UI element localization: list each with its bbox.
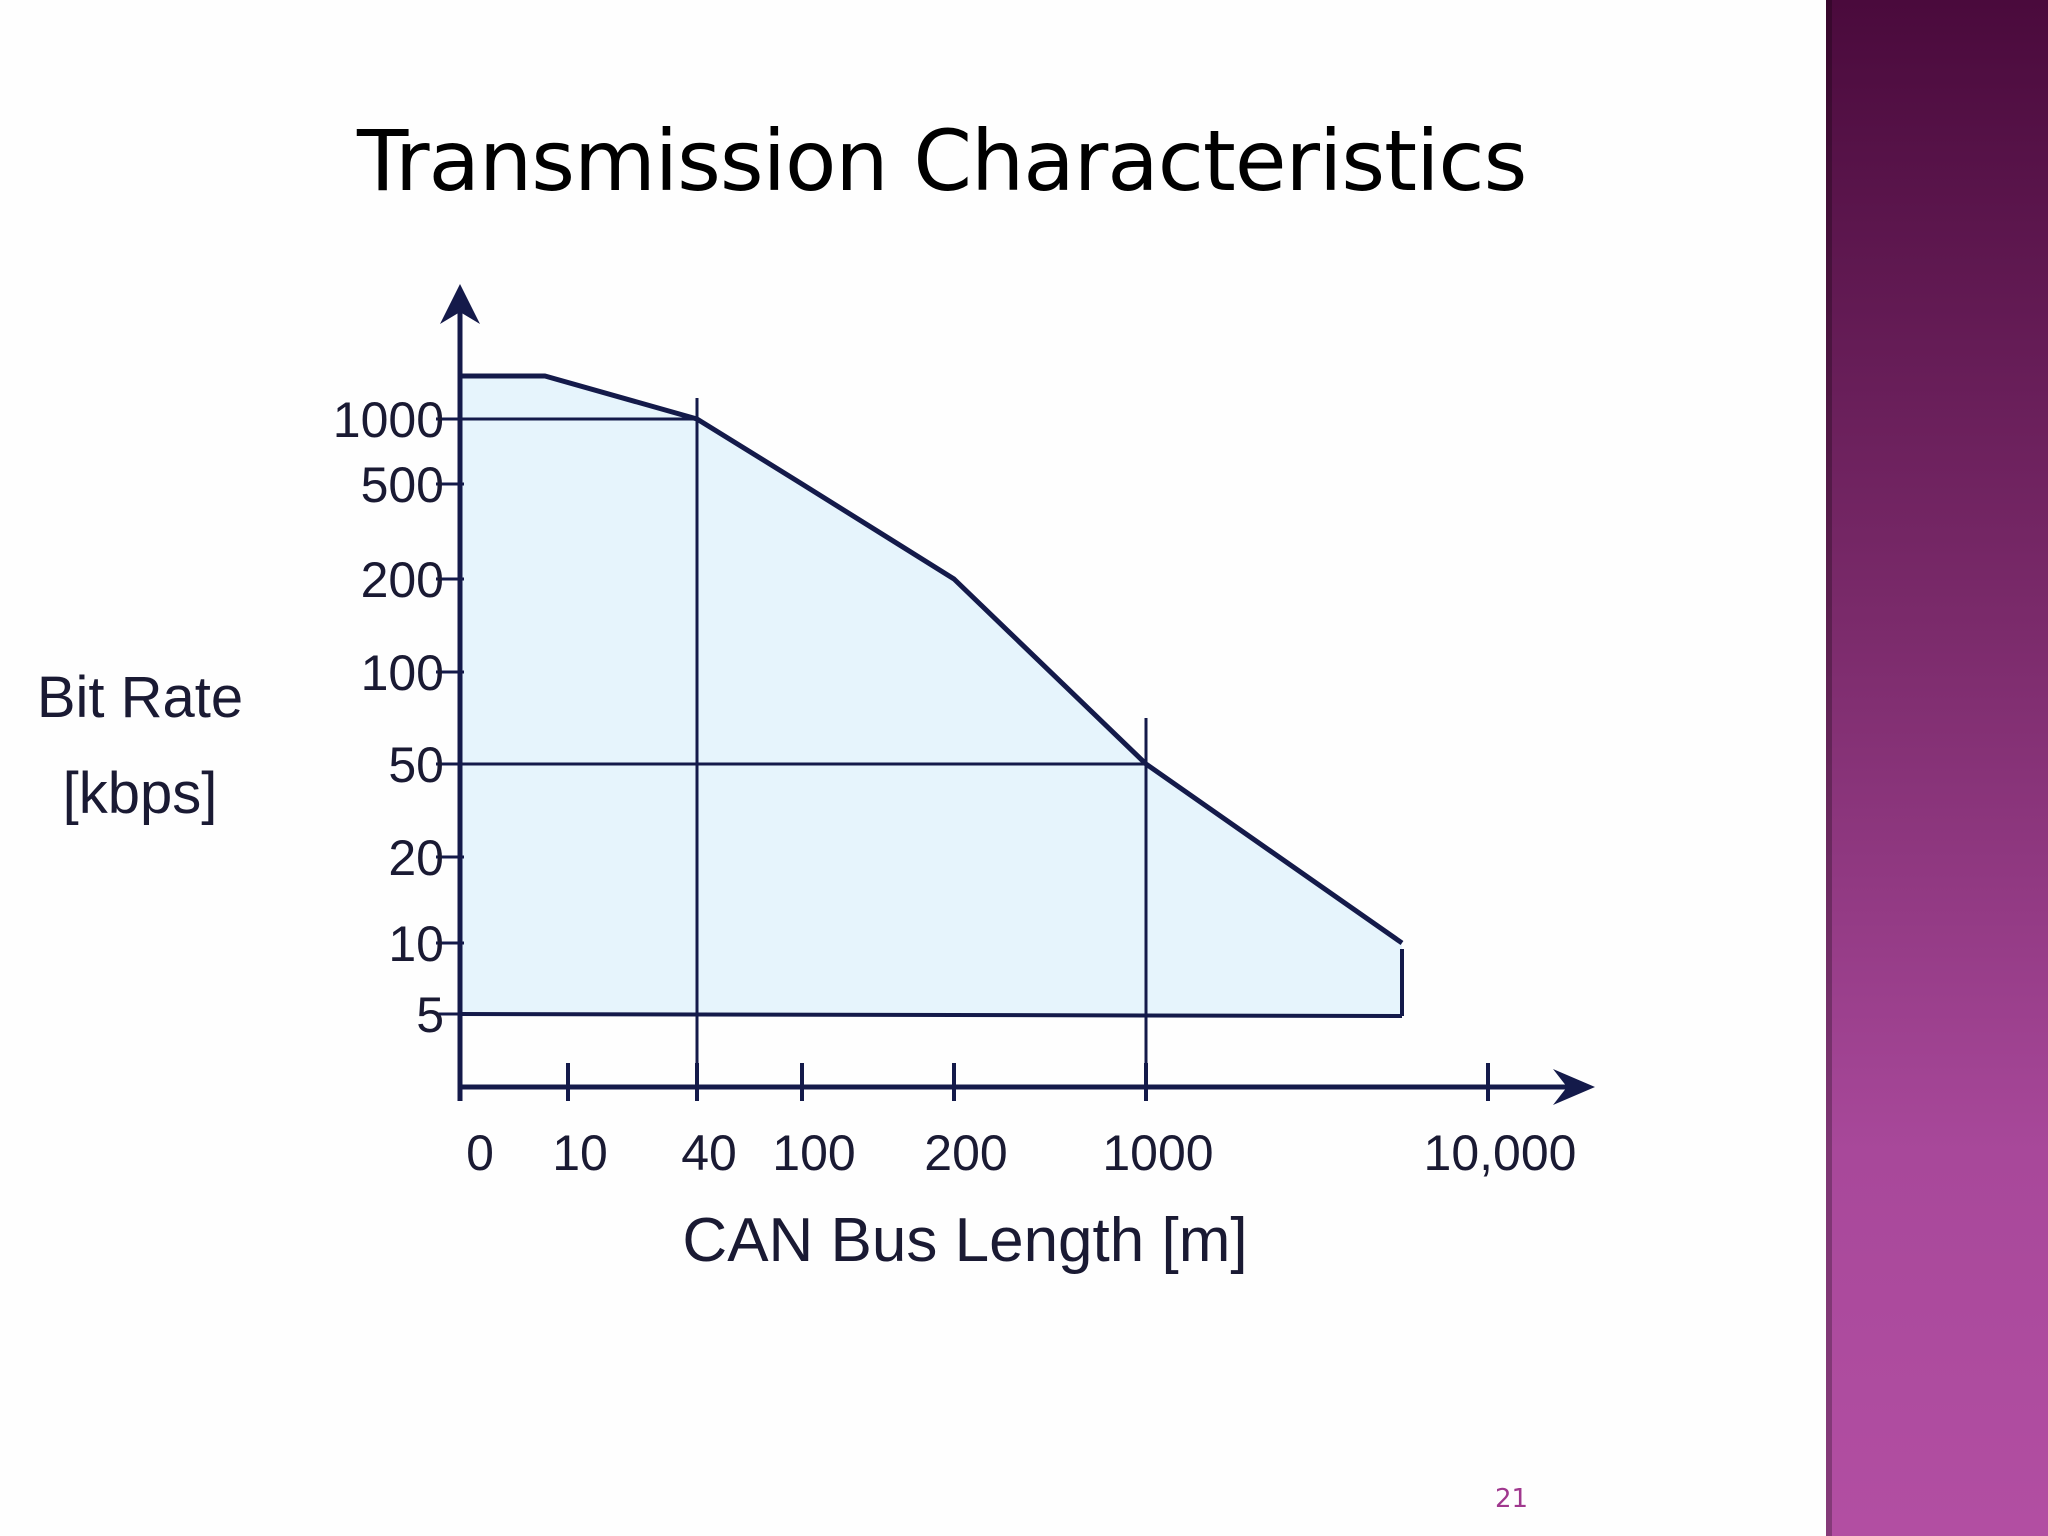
slide-title: Transmission Characteristics <box>357 112 1527 210</box>
x-tick-label: 10,000 <box>1424 1125 1577 1181</box>
x-tick-label: 200 <box>924 1125 1007 1181</box>
feasible-region-fill <box>460 376 1402 1014</box>
y-tick-label: 1000 <box>333 392 444 448</box>
side-band-edge <box>1826 0 1832 1536</box>
y-tick-label: 500 <box>361 457 444 513</box>
series-line <box>460 373 1404 946</box>
x-tick-label: 0 <box>466 1125 494 1181</box>
y-tick-label: 10 <box>388 916 444 972</box>
y-tick-label: 5 <box>416 987 444 1043</box>
y-tick-label: 200 <box>361 552 444 608</box>
x-tick-label: 100 <box>772 1125 855 1181</box>
y-tick-label: 100 <box>361 645 444 701</box>
page-number: 21 <box>1495 1484 1529 1514</box>
x-tick-label: 10 <box>552 1125 608 1181</box>
y-axis-label-line1: Bit Rate <box>36 665 244 730</box>
min-bitrate-line <box>459 1012 1403 1018</box>
x-tick-label: 1000 <box>1102 1125 1213 1181</box>
x-axis-arrow-icon <box>1553 1069 1595 1105</box>
x-tick-label: 40 <box>681 1125 737 1181</box>
decorative-side-band <box>1826 0 2048 1536</box>
x-axis-label: CAN Bus Length [m] <box>682 1206 1248 1275</box>
y-tick-label: 20 <box>388 830 444 886</box>
y-axis-label-line2: [kbps] <box>62 761 218 826</box>
y-axis-label: Bit Rate [kbps] <box>20 650 260 842</box>
y-axis-arrow-icon <box>440 284 480 324</box>
y-tick-label: 50 <box>388 737 444 793</box>
